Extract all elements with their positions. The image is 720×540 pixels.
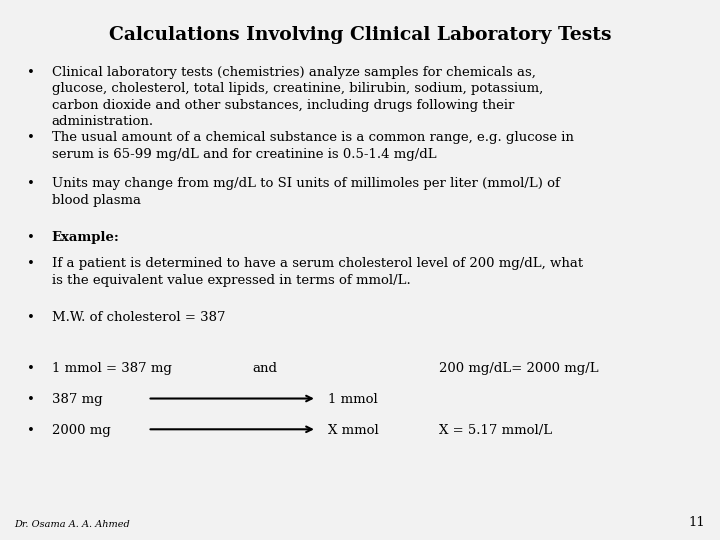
Text: Calculations Involving Clinical Laboratory Tests: Calculations Involving Clinical Laborato… bbox=[109, 26, 611, 44]
Text: If a patient is determined to have a serum cholesterol level of 200 mg/dL, what
: If a patient is determined to have a ser… bbox=[52, 257, 583, 287]
Text: 11: 11 bbox=[689, 516, 706, 529]
Text: 2000 mg: 2000 mg bbox=[52, 424, 111, 437]
Text: 387 mg: 387 mg bbox=[52, 393, 102, 406]
Text: X mmol: X mmol bbox=[328, 424, 378, 437]
Text: Clinical laboratory tests (chemistries) analyze samples for chemicals as,
glucos: Clinical laboratory tests (chemistries) … bbox=[52, 66, 543, 129]
Text: 200 mg/dL= 2000 mg/L: 200 mg/dL= 2000 mg/L bbox=[439, 362, 599, 375]
Text: •: • bbox=[27, 362, 35, 375]
Text: •: • bbox=[27, 393, 35, 406]
Text: X = 5.17 mmol/L: X = 5.17 mmol/L bbox=[439, 424, 552, 437]
Text: The usual amount of a chemical substance is a common range, e.g. glucose in
seru: The usual amount of a chemical substance… bbox=[52, 131, 574, 161]
Text: •: • bbox=[27, 311, 35, 324]
Text: •: • bbox=[27, 231, 35, 244]
Text: Units may change from mg/dL to SI units of millimoles per liter (mmol/L) of
bloo: Units may change from mg/dL to SI units … bbox=[52, 177, 559, 207]
Text: 1 mmol: 1 mmol bbox=[328, 393, 377, 406]
Text: 1 mmol = 387 mg: 1 mmol = 387 mg bbox=[52, 362, 171, 375]
Text: •: • bbox=[27, 177, 35, 190]
Text: •: • bbox=[27, 66, 35, 79]
Text: M.W. of cholesterol = 387: M.W. of cholesterol = 387 bbox=[52, 311, 225, 324]
Text: Example:: Example: bbox=[52, 231, 120, 244]
Text: and: and bbox=[252, 362, 277, 375]
Text: Dr. Osama A. A. Ahmed: Dr. Osama A. A. Ahmed bbox=[14, 520, 130, 529]
Text: •: • bbox=[27, 424, 35, 437]
Text: •: • bbox=[27, 131, 35, 144]
Text: •: • bbox=[27, 257, 35, 270]
